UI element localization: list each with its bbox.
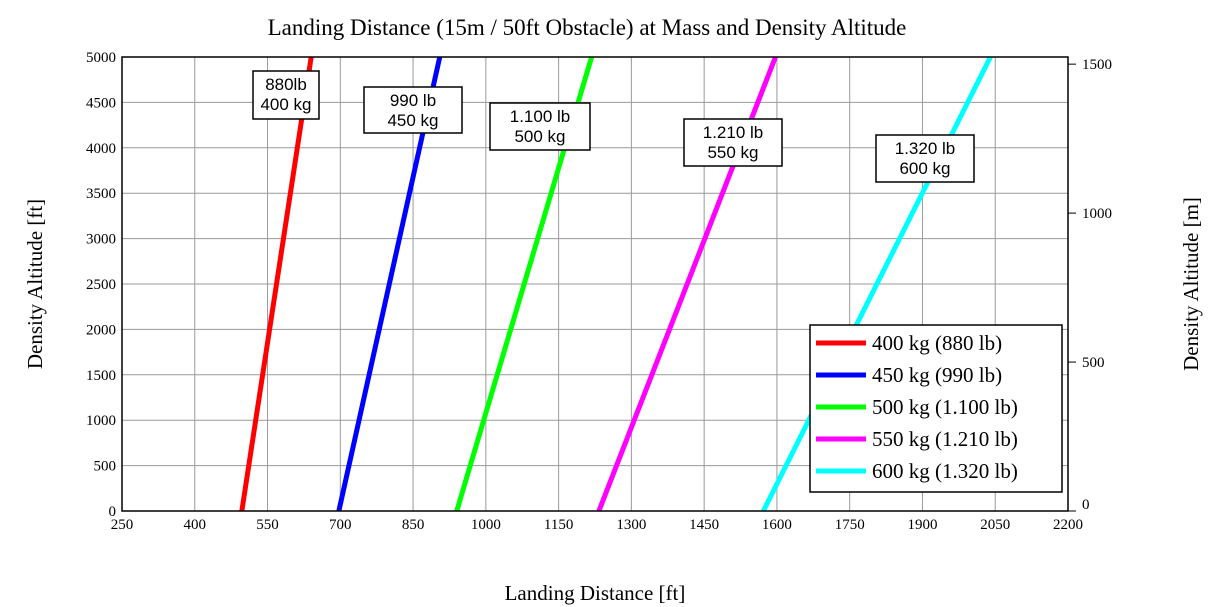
- annotation-box: [489, 102, 591, 151]
- chart-title: Landing Distance (15m / 50ft Obstacle) a…: [268, 15, 907, 40]
- x-tick-label: 400: [184, 517, 207, 533]
- legend-entry-5: 600 kg (1.320 lb): [816, 459, 1018, 483]
- plot-frame: [121, 56, 1069, 512]
- x-tick-label: 2050: [980, 517, 1010, 533]
- annotation-line: 880lb: [265, 75, 307, 94]
- x-tick-label: 1000: [471, 517, 501, 533]
- annotation-line: 400 kg: [260, 95, 311, 114]
- x-tick-label: 1750: [835, 517, 865, 533]
- annotation-line: 550 kg: [707, 143, 758, 162]
- legend-entry-4: 550 kg (1.210 lb): [816, 427, 1018, 451]
- x-tick-label: 850: [402, 517, 425, 533]
- axis-ticks: 250 400 550 700 850 1000 1150 1300 1450 1600 1750 1…: [86, 50, 1112, 533]
- annotation-box: [363, 86, 463, 134]
- y-tick-label: 4000: [86, 141, 116, 157]
- annotation-line: 1.210 lb: [703, 123, 764, 142]
- annotation-line: 990 lb: [390, 91, 436, 110]
- legend-entry-2: 450 kg (990 lb): [816, 363, 1002, 387]
- y2-tick-label: 0: [1082, 497, 1090, 513]
- x-tick-label: 550: [256, 517, 279, 533]
- y2-tick-label: 1000: [1082, 206, 1112, 222]
- legend-entry-1: 400 kg (880 lb): [816, 331, 1002, 355]
- y-axis-label: Density Altitude [ft]: [23, 199, 47, 369]
- y2-axis-label: Density Altitude [m]: [1179, 197, 1203, 371]
- legend: 400 kg (880 lb) 450 kg (990 lb) 500 kg (1.…: [809, 324, 1063, 493]
- legend-label: 400 kg (880 lb): [872, 331, 1002, 355]
- annotation-box: [875, 134, 975, 183]
- annotation-line: 1.100 lb: [510, 107, 571, 126]
- annotation-box: [252, 70, 320, 120]
- annotation-line: 450 kg: [387, 111, 438, 130]
- y-tick-label: 3500: [86, 186, 116, 202]
- x-tick-label: 250: [111, 517, 134, 533]
- y-tick-label: 4500: [86, 95, 116, 111]
- annotation-box: [683, 118, 783, 167]
- y-tick-label: 2500: [86, 277, 116, 293]
- y-tick-label: 0: [109, 504, 117, 520]
- annotation-line: 500 kg: [514, 127, 565, 146]
- annotation-line: 1.320 lb: [895, 139, 956, 158]
- x-tick-label: 1900: [907, 517, 937, 533]
- y-tick-label: 500: [94, 459, 117, 475]
- y-tick-label: 3000: [86, 232, 116, 248]
- legend-label: 600 kg (1.320 lb): [872, 459, 1018, 483]
- y-tick-label: 5000: [86, 50, 116, 66]
- x-tick-label: 1150: [544, 517, 573, 533]
- x-tick-label: 1300: [616, 517, 646, 533]
- y2-tick-label: 1500: [1082, 57, 1112, 73]
- x-axis-label: Landing Distance [ft]: [505, 581, 686, 605]
- y2-tick-label: 500: [1082, 355, 1105, 371]
- y-tick-label: 1500: [86, 368, 116, 384]
- legend-label: 450 kg (990 lb): [872, 363, 1002, 387]
- x-tick-label: 1600: [762, 517, 792, 533]
- series-line-5: [761, 55, 993, 513]
- series-line-1: [239, 56, 314, 512]
- legend-entry-3: 500 kg (1.100 lb): [816, 395, 1018, 419]
- x-tick-label: 700: [329, 517, 352, 533]
- annotation-line: 600 kg: [899, 159, 950, 178]
- y-tick-label: 2000: [86, 322, 116, 338]
- x-tick-label: 1450: [689, 517, 719, 533]
- legend-label: 500 kg (1.100 lb): [872, 395, 1018, 419]
- x-tick-label: 2200: [1053, 517, 1083, 533]
- y-tick-label: 1000: [86, 413, 116, 429]
- legend-label: 550 kg (1.210 lb): [872, 427, 1018, 451]
